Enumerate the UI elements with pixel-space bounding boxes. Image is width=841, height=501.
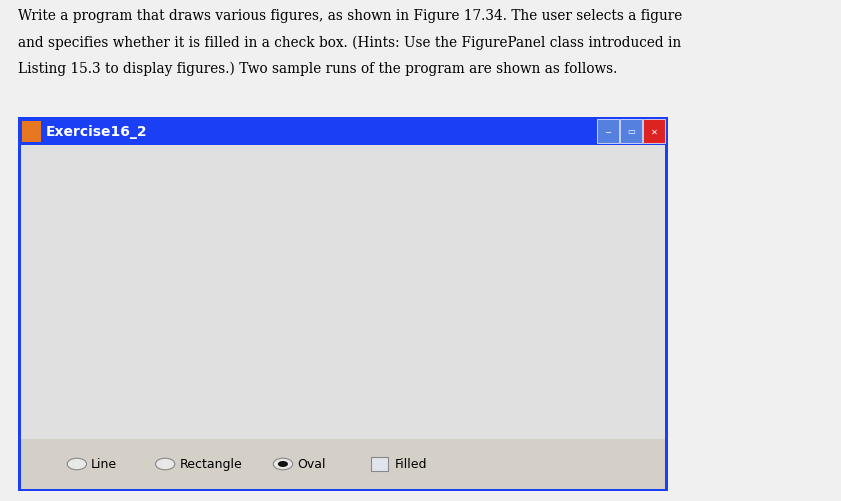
Text: Write a program that draws various figures, as shown in Figure 17.34. The user s: Write a program that draws various figur… [18,9,682,23]
Text: ▭: ▭ [627,127,635,136]
Text: and specifies whether it is filled in a check box. (Hints: Use the FigurePanel c: and specifies whether it is filled in a … [18,35,681,50]
Text: Listing 15.3 to display figures.) Two sample runs of the program are shown as fo: Listing 15.3 to display figures.) Two sa… [18,61,617,76]
Text: Oval: Oval [297,457,325,470]
Text: Filled: Filled [394,457,427,470]
Text: Exercise16_2: Exercise16_2 [45,125,147,139]
Text: Line: Line [91,457,117,470]
Text: Rectangle: Rectangle [179,457,242,470]
Text: ✕: ✕ [651,127,658,136]
Text: ─: ─ [606,127,611,136]
